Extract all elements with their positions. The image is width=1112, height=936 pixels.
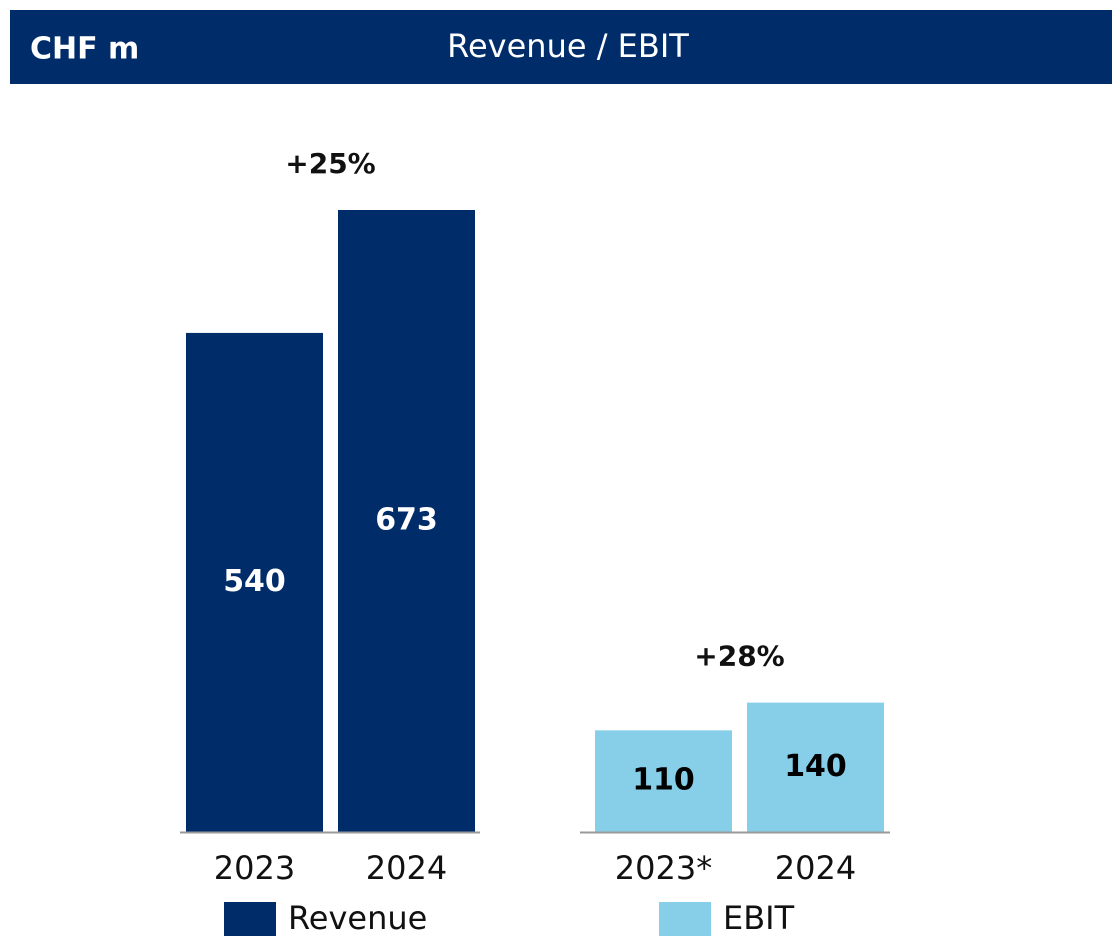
bar — [186, 332, 323, 832]
x-tick-label: 2024 — [775, 849, 856, 887]
legend-label: Revenue — [288, 899, 427, 936]
annotation: +25% — [285, 147, 375, 180]
value-label: 540 — [223, 564, 286, 599]
value-label: 140 — [784, 749, 847, 784]
unit-label: CHF m — [30, 32, 139, 67]
value-label: 673 — [375, 503, 438, 538]
bar — [747, 702, 884, 832]
legend-swatch — [224, 902, 276, 936]
legend-label: EBIT — [723, 899, 795, 936]
legend-swatch — [659, 902, 711, 936]
bar — [595, 730, 732, 832]
value-label: 110 — [632, 763, 695, 798]
header-title: Revenue / EBIT — [447, 27, 689, 65]
header-band — [10, 10, 1112, 84]
annotation: +28% — [694, 640, 784, 673]
x-tick-label: 2023 — [214, 849, 295, 887]
bar — [338, 210, 475, 832]
x-tick-label: 2023* — [615, 849, 712, 887]
x-tick-label: 2024 — [366, 849, 447, 887]
